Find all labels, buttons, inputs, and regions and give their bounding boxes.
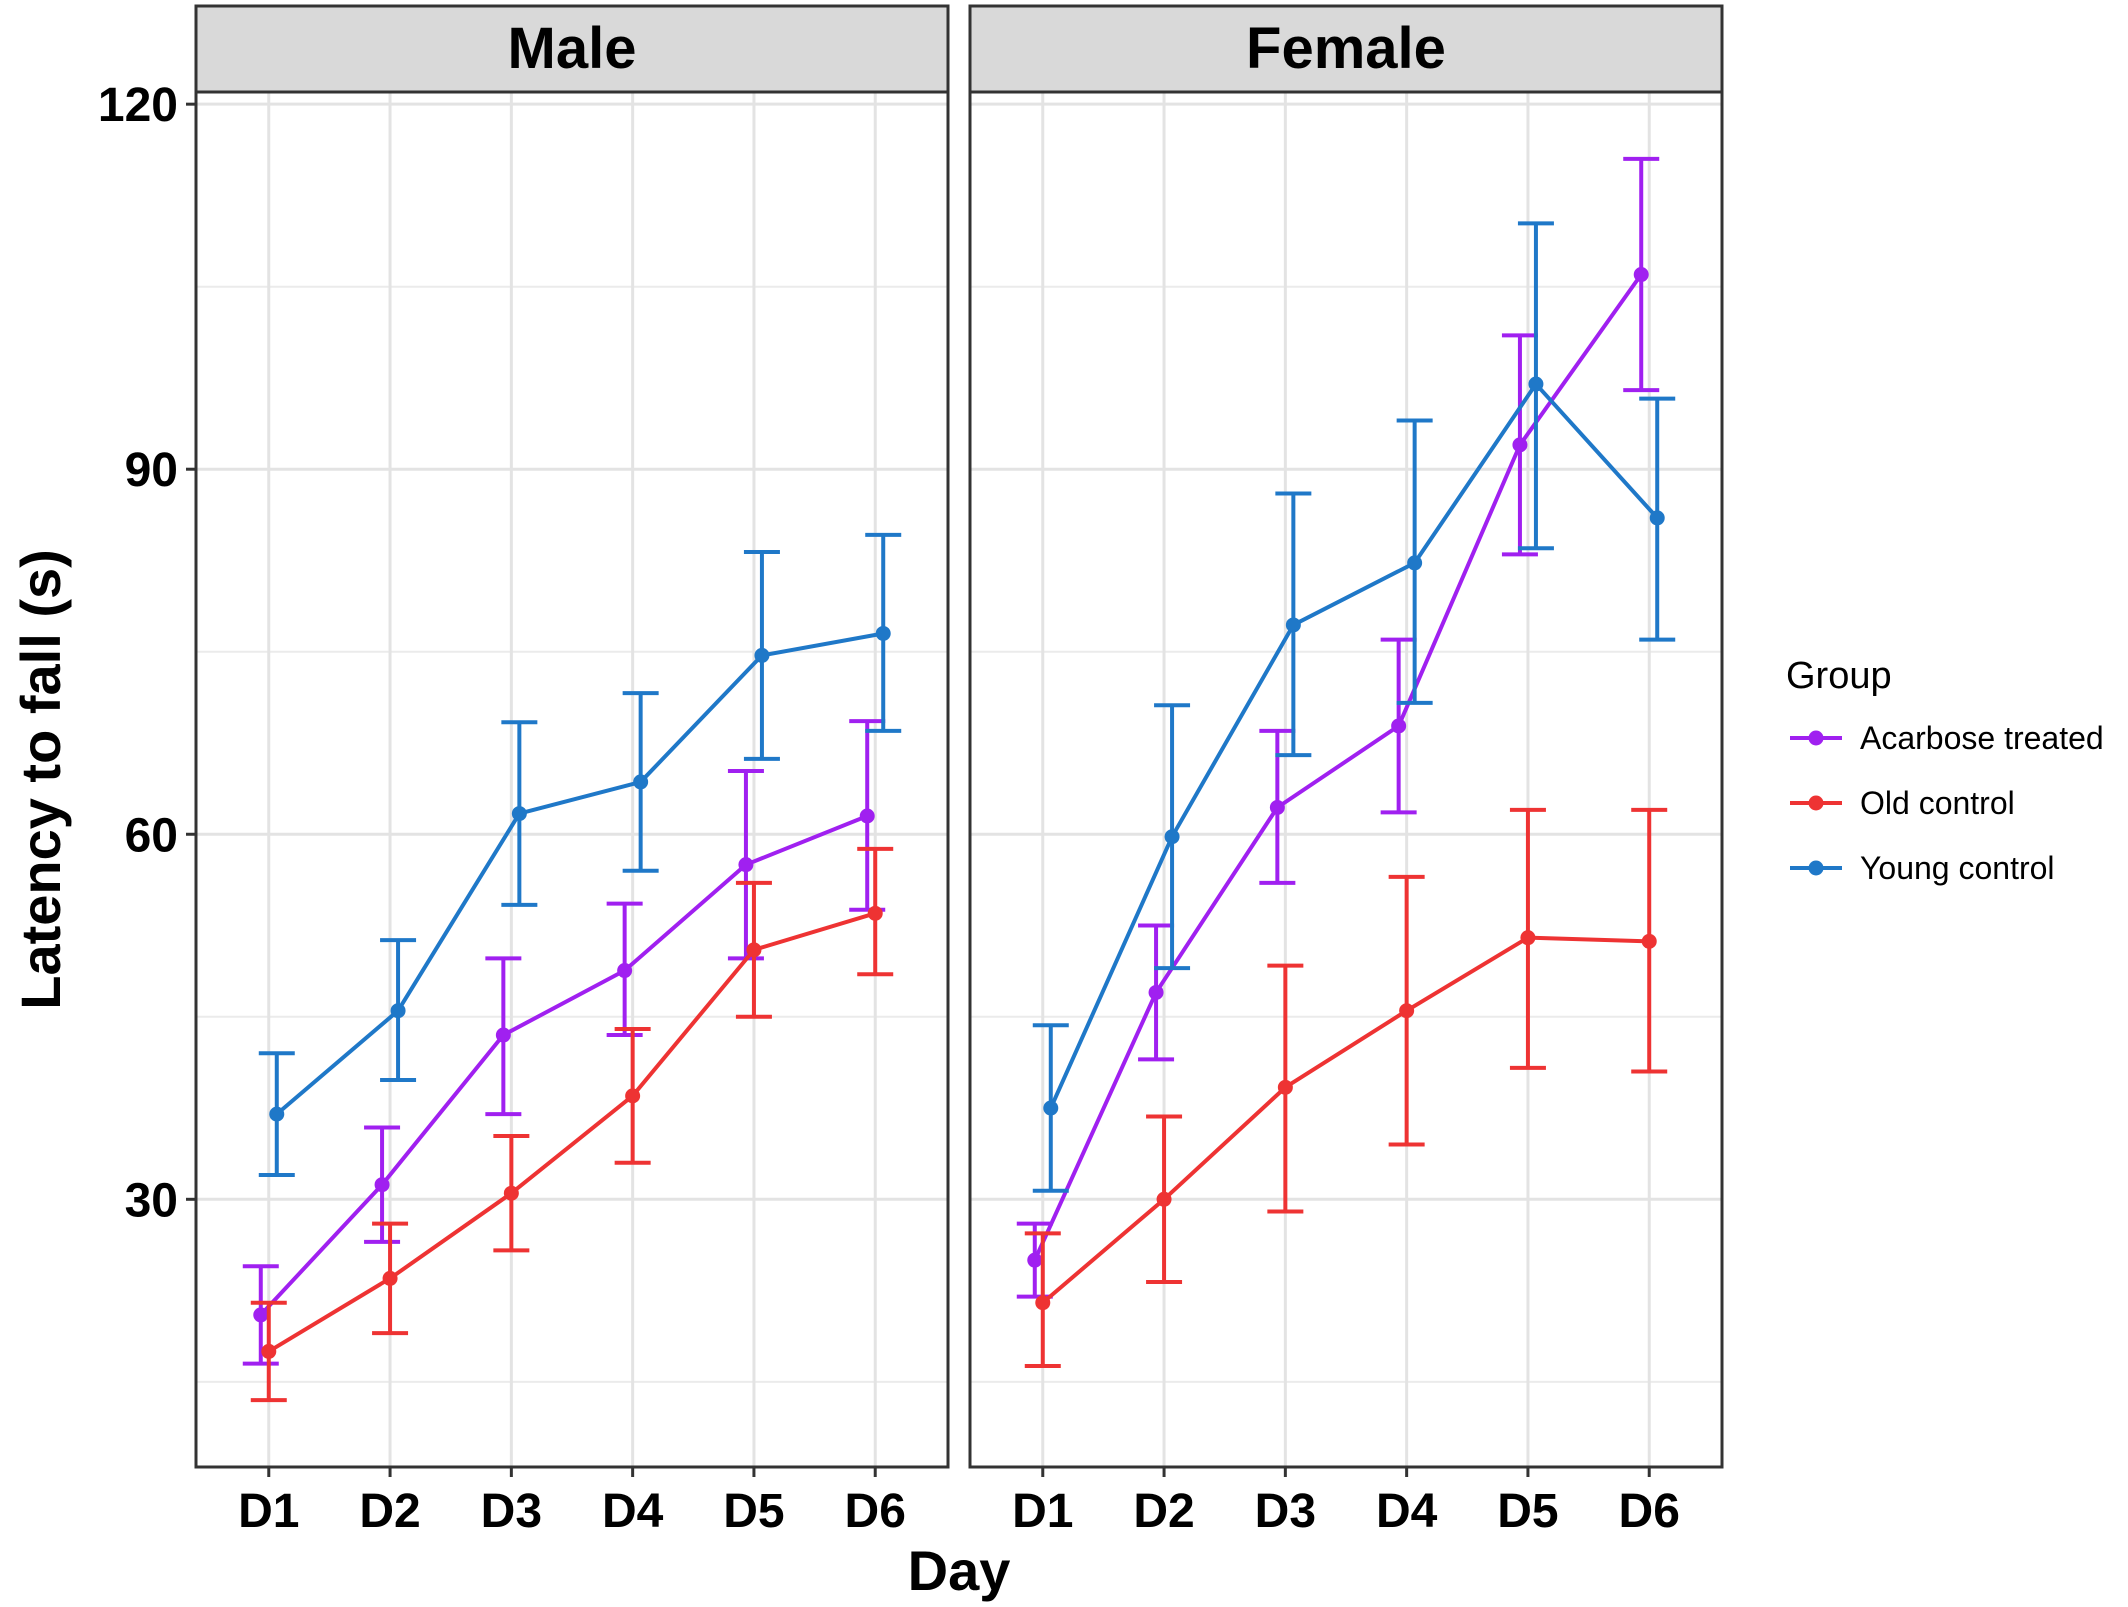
panel-border — [968, 90, 1724, 1469]
x-tick-label: D5 — [723, 1485, 784, 1538]
data-point — [1285, 617, 1301, 633]
legend-entry-label: Young control — [1860, 850, 2055, 886]
facet-strip-label: Male — [508, 16, 637, 81]
series-line — [267, 911, 876, 1354]
y-tick-label: 30 — [125, 1174, 178, 1227]
data-point — [1407, 555, 1423, 571]
y-tick-label: 60 — [125, 809, 178, 862]
y-axis-title: Latency to fall (s) — [9, 549, 72, 1010]
data-point — [867, 905, 883, 921]
x-tick-label: D6 — [1619, 1485, 1680, 1538]
data-point — [1649, 510, 1665, 526]
series-line — [1032, 273, 1643, 1261]
legend-entry-label: Acarbose treated — [1860, 720, 2104, 756]
panel-background — [970, 92, 1722, 1467]
data-point — [754, 647, 770, 663]
data-point — [859, 808, 875, 824]
x-tick-label: D1 — [238, 1485, 299, 1538]
data-point — [875, 625, 891, 641]
legend-key-point — [1808, 730, 1824, 746]
data-point — [1269, 799, 1285, 815]
data-point — [511, 806, 527, 822]
legend-title: Group — [1786, 655, 1892, 697]
data-point — [1043, 1100, 1059, 1116]
y-tick-label: 120 — [98, 79, 178, 132]
x-tick-label: D4 — [1376, 1485, 1438, 1538]
data-point — [633, 774, 649, 790]
x-axis-title: Day — [908, 1539, 1011, 1602]
data-point — [1520, 930, 1536, 946]
panel-border — [194, 90, 950, 1469]
x-tick-label: D4 — [602, 1485, 664, 1538]
data-point — [390, 1003, 406, 1019]
data-point — [1528, 376, 1544, 392]
data-point — [1512, 437, 1528, 453]
legend-key-point — [1808, 860, 1824, 876]
data-point — [1035, 1295, 1051, 1311]
x-tick-label: D2 — [359, 1485, 420, 1538]
facet-strip — [194, 4, 950, 94]
series-line — [1041, 935, 1650, 1305]
x-tick-label: D5 — [1497, 1485, 1558, 1538]
x-tick-label: D1 — [1012, 1485, 1073, 1538]
facet-strip-label: Female — [1246, 16, 1446, 81]
legend-key-point — [1808, 795, 1824, 811]
data-point — [382, 1270, 398, 1286]
data-point — [1633, 267, 1649, 283]
x-tick-label: D6 — [845, 1485, 906, 1538]
data-point — [374, 1177, 390, 1193]
data-point — [1391, 718, 1407, 734]
data-point — [1156, 1191, 1172, 1207]
data-point — [1641, 933, 1657, 949]
panel-background — [196, 92, 948, 1467]
series-line — [1048, 382, 1659, 1109]
series-line — [275, 631, 884, 1116]
legend-entry-label: Old control — [1860, 785, 2015, 821]
facet-strip — [968, 4, 1724, 94]
data-point — [495, 1027, 511, 1043]
x-tick-label: D2 — [1133, 1485, 1194, 1538]
data-point — [1399, 1003, 1415, 1019]
x-tick-label: D3 — [1255, 1485, 1316, 1538]
data-point — [269, 1106, 285, 1122]
data-point — [617, 963, 633, 979]
data-point — [253, 1307, 269, 1323]
data-point — [261, 1343, 277, 1359]
data-point — [1164, 829, 1180, 845]
data-point — [1148, 984, 1164, 1000]
series-line — [259, 814, 868, 1317]
data-point — [746, 942, 762, 958]
data-point — [738, 857, 754, 873]
data-point — [1277, 1079, 1293, 1095]
data-point — [625, 1088, 641, 1104]
data-point — [503, 1185, 519, 1201]
data-point — [1027, 1252, 1043, 1268]
x-tick-label: D3 — [481, 1485, 542, 1538]
y-tick-label: 90 — [125, 444, 178, 497]
